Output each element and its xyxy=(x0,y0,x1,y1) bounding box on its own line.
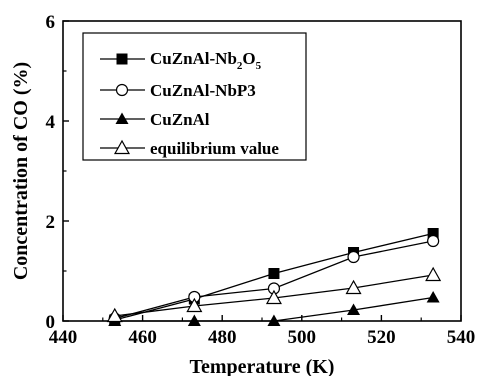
legend-label-cuznal-nbp3: CuZnAl-NbP3 xyxy=(150,81,256,100)
x-tick-label: 480 xyxy=(208,327,237,348)
y-tick-label: 2 xyxy=(46,212,56,233)
series-3-point xyxy=(426,291,440,303)
series-4-point xyxy=(345,279,362,295)
axis-ticks xyxy=(62,20,462,322)
series-2-point xyxy=(347,250,360,264)
series-3-point xyxy=(187,314,201,326)
series-layer xyxy=(106,228,442,326)
y-tick-label: 0 xyxy=(46,312,56,333)
series-4-point xyxy=(425,266,442,282)
legend-marker-2 xyxy=(115,83,129,97)
y-tick-label: 4 xyxy=(46,112,56,133)
axis-tick-labels: 440 460 480 500 520 540 0 2 4 6 xyxy=(46,12,476,348)
x-tick-label: 440 xyxy=(49,327,78,348)
series-3-point xyxy=(347,303,361,315)
legend-label-cuznal-nb2o5: CuZnAl-Nb2O5 xyxy=(150,49,262,72)
series-1-point xyxy=(427,228,439,239)
series-4-point xyxy=(186,297,203,313)
y-axis-title: Concentration of CO (%) xyxy=(10,62,32,280)
series-3-point xyxy=(267,314,281,326)
legend-marker-3 xyxy=(115,112,129,124)
series-4-point xyxy=(106,307,123,323)
x-tick-label: 540 xyxy=(447,327,476,348)
x-axis-title: Temperature (K) xyxy=(190,356,335,376)
y-tick-label: 6 xyxy=(46,12,56,33)
legend-markers xyxy=(100,53,145,155)
x-tick-label: 460 xyxy=(128,327,157,348)
x-tick-label: 520 xyxy=(367,327,396,348)
legend-label-equilibrium-value: equilibrium value xyxy=(150,139,279,158)
series-1-point xyxy=(268,268,280,279)
legend-label-cuznal: CuZnAl xyxy=(150,110,210,129)
series-2-point xyxy=(427,234,440,248)
legend-marker-1 xyxy=(116,53,128,65)
series-4-point xyxy=(265,289,282,305)
legend-marker-4 xyxy=(113,139,131,155)
x-tick-label: 500 xyxy=(288,327,317,348)
